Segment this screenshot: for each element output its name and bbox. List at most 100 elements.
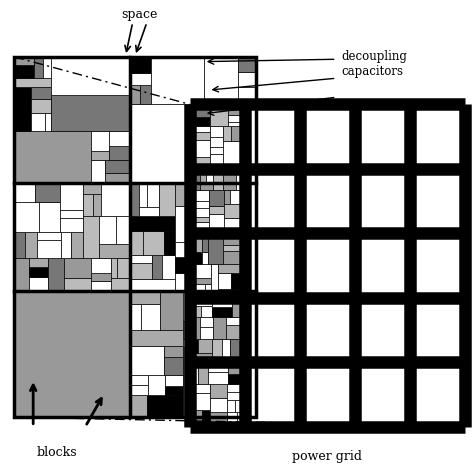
Bar bbox=[204, 57, 238, 104]
Bar bbox=[202, 252, 208, 264]
Bar bbox=[223, 126, 231, 141]
Bar bbox=[230, 219, 256, 242]
Bar bbox=[210, 411, 227, 424]
Bar bbox=[228, 365, 242, 374]
Bar bbox=[14, 64, 34, 78]
Bar bbox=[130, 330, 183, 346]
Bar bbox=[198, 338, 212, 353]
Bar bbox=[210, 126, 223, 137]
Bar bbox=[224, 204, 242, 218]
Bar bbox=[300, 363, 354, 426]
Bar bbox=[212, 307, 222, 317]
Bar bbox=[237, 412, 242, 424]
Bar bbox=[410, 363, 464, 426]
Bar bbox=[192, 338, 198, 353]
Bar bbox=[227, 400, 235, 412]
Bar bbox=[183, 321, 200, 339]
Bar bbox=[165, 386, 183, 395]
Bar bbox=[228, 115, 242, 122]
Bar bbox=[228, 374, 242, 384]
Bar bbox=[148, 375, 165, 395]
Bar bbox=[300, 169, 354, 233]
Bar bbox=[231, 267, 243, 291]
Bar bbox=[192, 236, 242, 295]
Bar bbox=[91, 258, 110, 273]
Bar bbox=[192, 365, 198, 384]
Bar bbox=[91, 160, 105, 183]
Bar bbox=[91, 131, 109, 151]
Bar bbox=[91, 281, 110, 291]
Bar bbox=[175, 206, 187, 242]
Bar bbox=[130, 395, 146, 417]
Bar bbox=[101, 183, 130, 216]
Bar bbox=[410, 105, 464, 168]
Bar bbox=[140, 85, 151, 104]
Bar bbox=[183, 291, 197, 321]
Bar bbox=[197, 291, 222, 321]
Bar bbox=[243, 267, 256, 291]
Bar bbox=[93, 194, 101, 216]
Bar bbox=[245, 298, 299, 362]
Bar bbox=[14, 291, 130, 417]
Bar bbox=[190, 169, 244, 233]
Bar bbox=[226, 317, 242, 325]
Bar bbox=[83, 194, 93, 216]
Bar bbox=[355, 363, 409, 426]
Bar bbox=[233, 325, 256, 336]
Bar bbox=[130, 385, 148, 395]
Bar bbox=[238, 57, 256, 72]
Bar bbox=[223, 246, 242, 251]
Bar bbox=[14, 291, 130, 417]
Bar bbox=[83, 216, 99, 258]
Bar bbox=[192, 278, 211, 284]
Bar bbox=[162, 255, 175, 279]
Bar bbox=[109, 146, 130, 160]
Bar bbox=[147, 183, 159, 207]
Bar bbox=[14, 57, 34, 64]
Bar bbox=[206, 209, 230, 221]
Bar bbox=[208, 236, 223, 264]
Bar bbox=[209, 214, 224, 230]
Bar bbox=[192, 191, 209, 201]
Bar bbox=[210, 154, 223, 166]
Bar bbox=[212, 301, 232, 307]
Bar bbox=[36, 232, 61, 240]
Bar bbox=[224, 191, 230, 204]
Bar bbox=[192, 410, 202, 424]
Bar bbox=[245, 234, 299, 297]
Bar bbox=[130, 231, 143, 255]
Bar bbox=[410, 234, 464, 297]
Bar bbox=[130, 85, 140, 104]
Bar bbox=[223, 184, 237, 191]
Bar bbox=[61, 232, 72, 258]
Bar bbox=[110, 258, 117, 278]
Bar bbox=[210, 398, 227, 411]
Bar bbox=[64, 278, 91, 291]
Bar bbox=[245, 169, 299, 233]
Bar bbox=[152, 255, 162, 279]
Bar bbox=[14, 131, 91, 183]
Bar bbox=[130, 73, 151, 85]
Bar bbox=[207, 267, 231, 291]
Bar bbox=[202, 236, 208, 252]
Bar bbox=[192, 365, 242, 424]
Bar bbox=[248, 242, 256, 267]
Bar bbox=[192, 208, 209, 217]
Bar bbox=[139, 207, 159, 217]
Bar bbox=[219, 264, 242, 273]
Bar bbox=[48, 258, 64, 291]
Bar bbox=[14, 201, 39, 232]
Bar bbox=[31, 87, 52, 99]
Bar bbox=[192, 264, 211, 278]
Bar bbox=[223, 172, 237, 184]
Bar bbox=[223, 141, 242, 166]
Bar bbox=[130, 291, 160, 304]
Bar bbox=[231, 242, 248, 260]
Bar bbox=[222, 291, 235, 325]
Bar bbox=[210, 107, 228, 126]
Text: space: space bbox=[122, 9, 158, 21]
Bar bbox=[201, 306, 212, 317]
Bar bbox=[159, 183, 175, 217]
Bar bbox=[210, 137, 223, 147]
Bar bbox=[192, 353, 212, 359]
